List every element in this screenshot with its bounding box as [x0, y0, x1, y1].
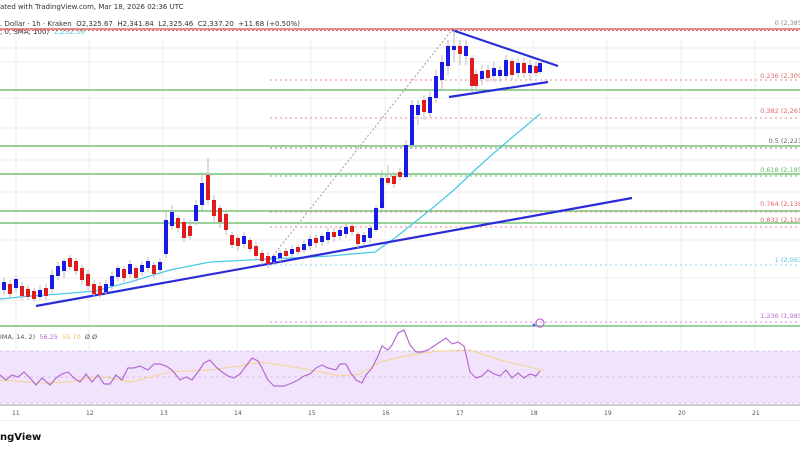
event-marker-icon [535, 318, 545, 328]
rsi-ma-value: 55.70 [62, 333, 81, 341]
fib-label-0236: 0.236 (2,309 [760, 72, 800, 80]
fib-label-0618: 0.618 (2,185 [760, 166, 800, 174]
fib-label-0: 0 (2,385 [774, 19, 800, 27]
triangle-lower-line [448, 80, 549, 99]
fib-label-0382: 0.382 (2,261 [760, 107, 800, 115]
rsi-ma-line [0, 349, 546, 384]
high-value: H2,341.84 [117, 20, 154, 28]
tradingview-logo: ngView [0, 432, 42, 443]
close-value: C2,337.20 [197, 20, 234, 28]
rsi-legend: IMA, 14, 2) 56.25 55.70 Ø Ø [0, 333, 97, 341]
bear-candles [8, 175, 270, 299]
fib-label-1236: 1.236 (1,985 [760, 312, 800, 320]
x-tick: 11 [12, 410, 20, 417]
open-value: O2,325.67 [76, 20, 113, 28]
snapshot-caption: ated with TradingView.com, Mar 18, 2026 … [0, 3, 184, 11]
x-tick: 17 [456, 410, 464, 417]
symbol-label: . Dollar · 1h · Kraken [0, 20, 72, 28]
fib-label-0832: 0.832 (2,116 [760, 216, 800, 224]
x-tick: 18 [530, 410, 538, 417]
change-value: +11.68 (+0.50%) [238, 20, 300, 28]
candlesticks [2, 28, 542, 302]
x-tick: 13 [160, 410, 168, 417]
x-tick: 15 [308, 410, 316, 417]
sma-indicator-line: , 0, SMA, 100) 2,232.56 [0, 28, 85, 36]
rsi-line [0, 329, 541, 387]
symbol-ohlc-line: . Dollar · 1h · Kraken O2,325.67 H2,341.… [0, 20, 300, 28]
rsi-extra: Ø Ø [84, 333, 98, 341]
x-tick: 12 [86, 410, 94, 417]
x-tick: 16 [382, 410, 390, 417]
fib-label-1: 1 (2,063 [774, 256, 800, 264]
bull-candles [2, 183, 276, 297]
x-tick: 20 [678, 410, 686, 417]
low-value: L2,325.46 [158, 20, 194, 28]
bullish-trendline [35, 196, 633, 308]
fib-label-05: 0.5 (2,223 [768, 137, 800, 145]
x-tick: 21 [752, 410, 760, 417]
rsi-label: IMA, 14, 2) [0, 333, 36, 341]
x-tick: 14 [234, 410, 242, 417]
sma-label: , 0, SMA, 100) [0, 28, 50, 36]
footer-divider [0, 420, 800, 421]
x-tick: 19 [604, 410, 612, 417]
sma-value: 2,232.56 [53, 28, 85, 36]
fib-label-0764: 0.764 (2,138 [760, 200, 800, 208]
rsi-value: 56.25 [39, 333, 58, 341]
